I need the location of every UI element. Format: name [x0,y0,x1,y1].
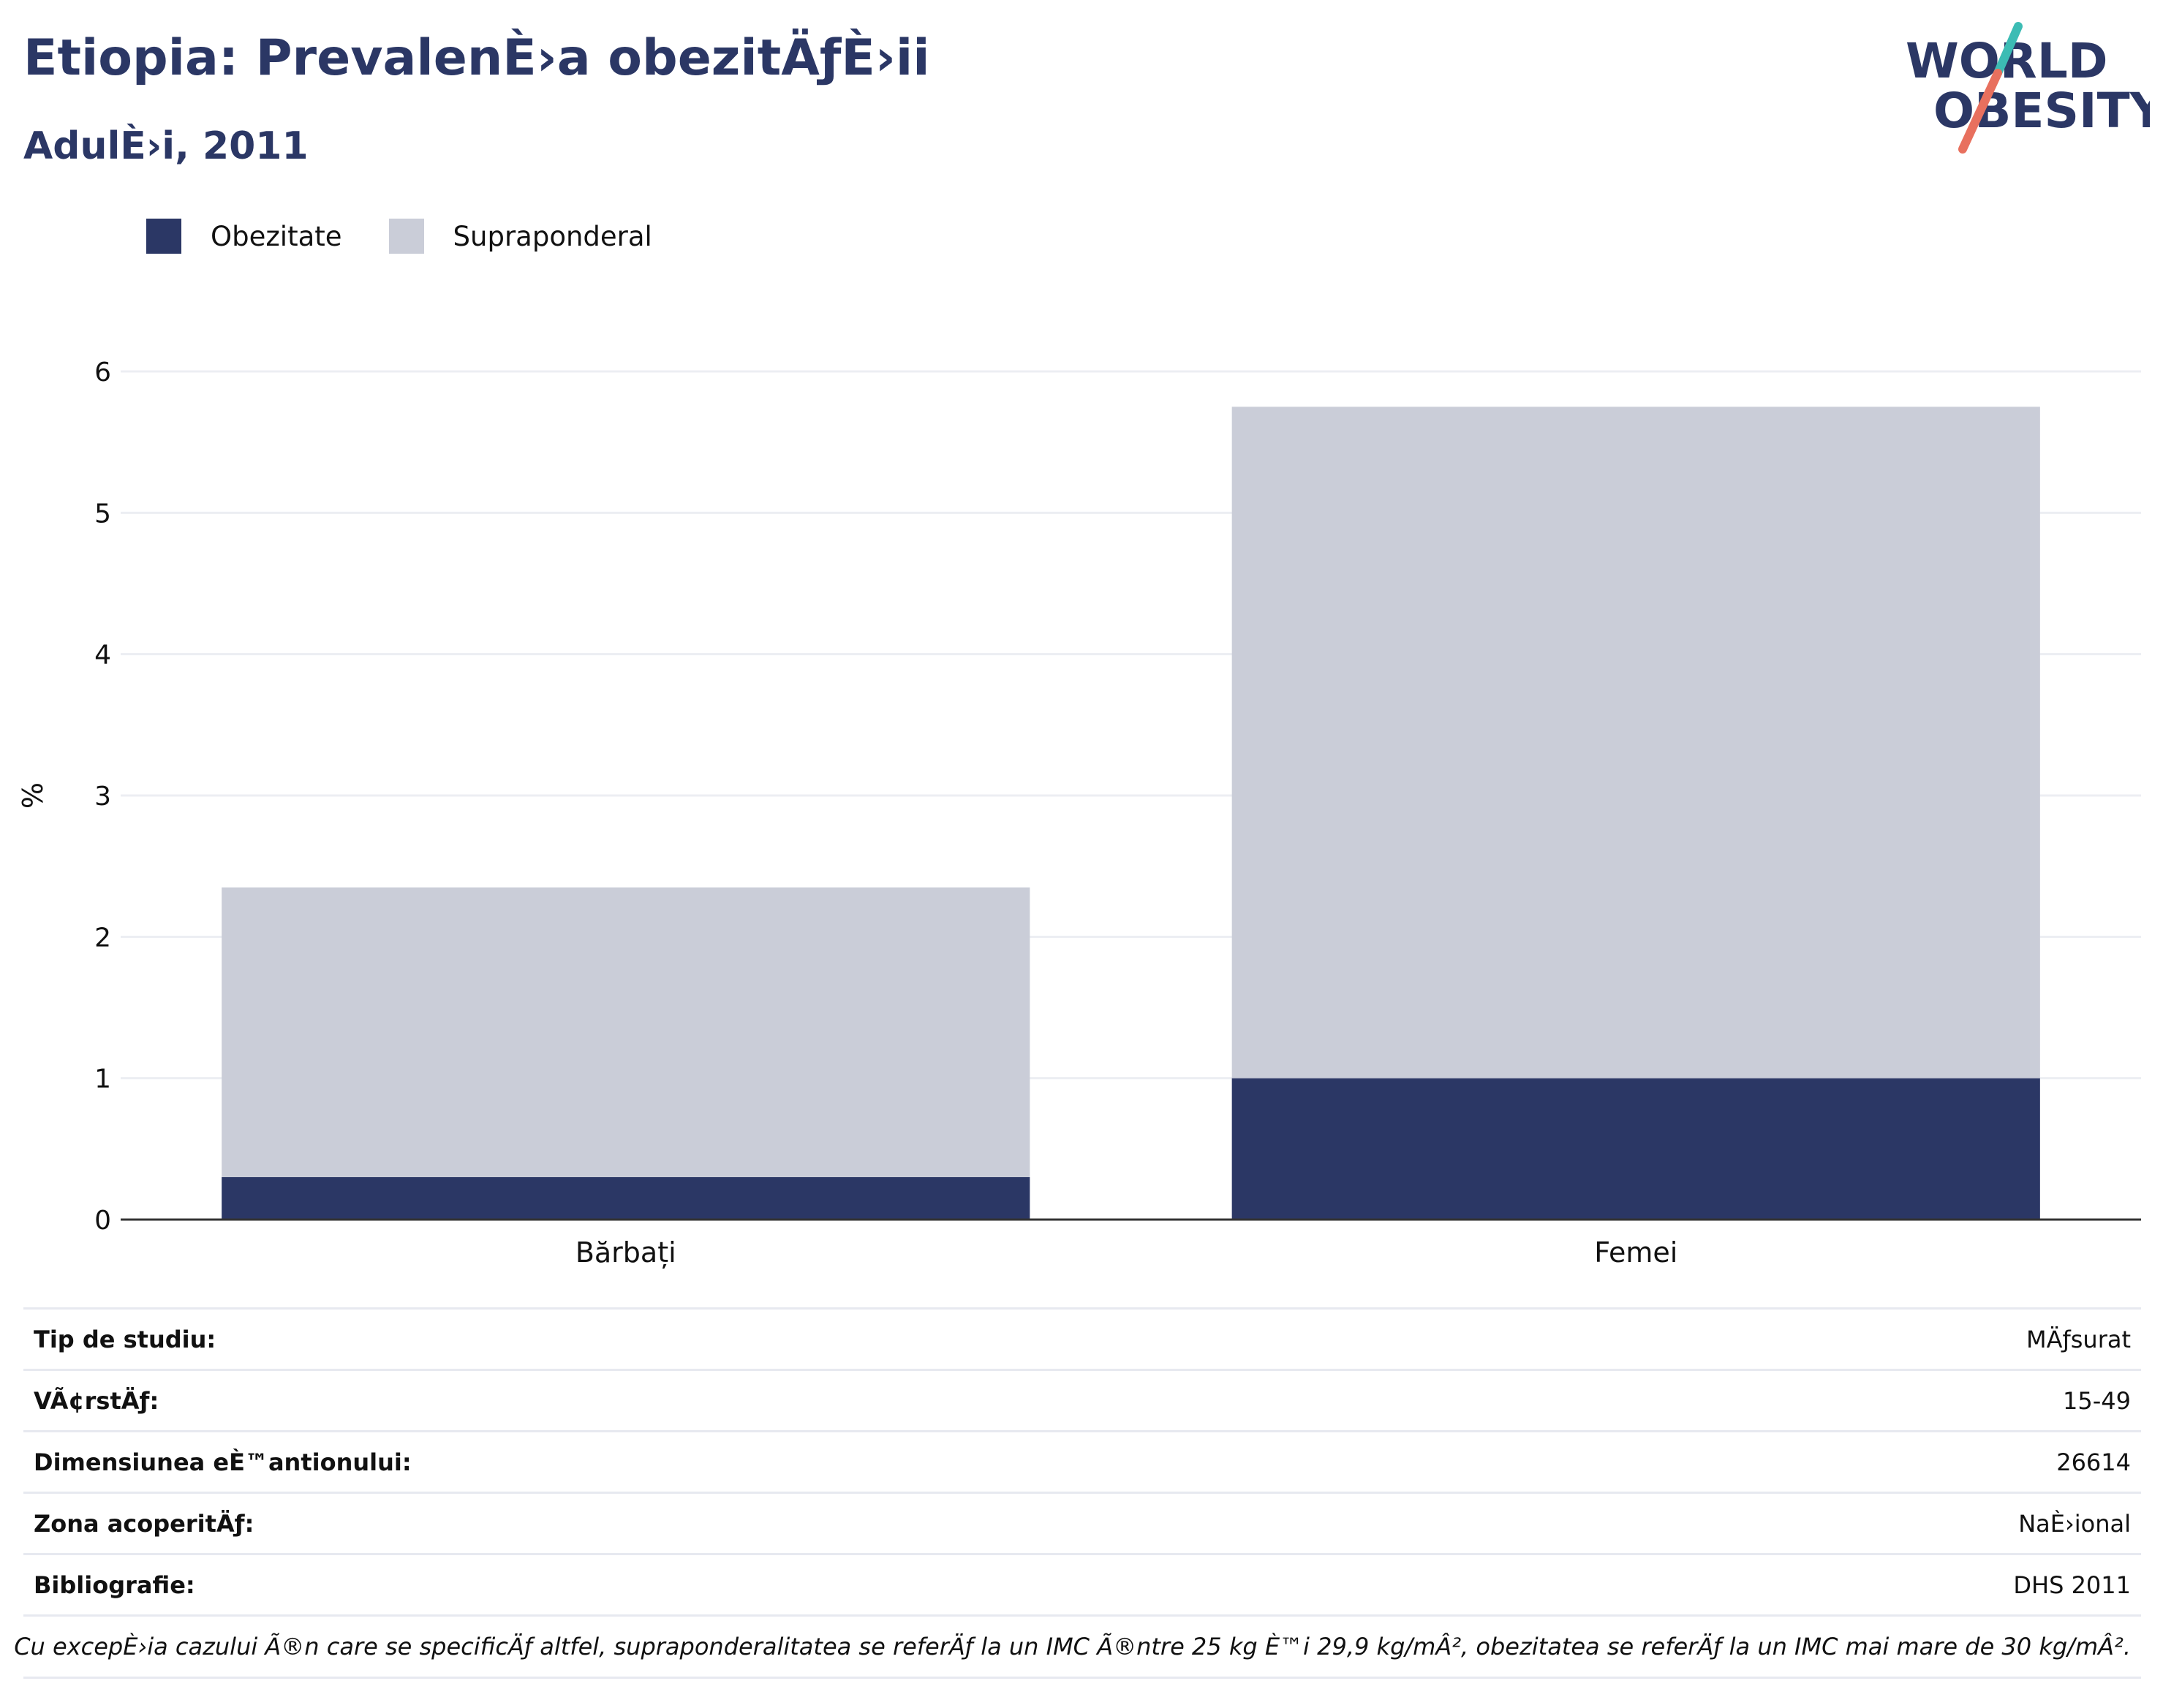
info-row-bibliography: Bibliografie: DHS 2011 [23,1553,2141,1614]
info-value: 26614 [2056,1448,2131,1476]
study-info-table: Tip de studiu: MÄƒsurat VÃ¢rstÄƒ: 15-49 … [14,1307,2141,1679]
bar-supraponderal-2 [1231,407,2040,1078]
bar-supraponderal-1 [222,887,1030,1177]
y-tick-label: 1 [94,1065,111,1095]
legend-label-obezitate: Obezitate [211,220,342,252]
info-row-sample-size: Dimensiunea eÈ™antionului: 26614 [23,1430,2141,1492]
y-tick-label: 0 [94,1206,111,1236]
info-row-coverage: Zona acoperitÄƒ: NaÈ›ional [23,1492,2141,1553]
legend-swatch-obezitate [146,219,181,254]
legend-item-obezitate[interactable]: Obezitate [146,219,342,254]
bar-obezitate-2 [1231,1078,2040,1220]
y-axis-label: % [17,782,49,809]
info-key: Bibliografie: [34,1571,195,1599]
info-value: NaÈ›ional [2018,1509,2131,1538]
chart-subtitle: AdulÈ›i, 2011 [23,124,309,168]
x-tick-label: Bărbați [575,1236,676,1269]
info-value: 15-49 [2063,1386,2131,1415]
definition-note: Cu excepÈ›ia cazului Ã®n care se specifi… [14,1614,2141,1679]
bar-obezitate-1 [222,1177,1030,1220]
info-row-age: VÃ¢rstÄƒ: 15-49 [23,1369,2141,1430]
chart-legend: Obezitate Supraponderal [146,218,699,254]
y-tick-label: 5 [94,499,111,529]
world-obesity-logo: WORLD OBESITY [1906,22,2150,154]
legend-label-supraponderal: Supraponderal [453,220,652,252]
logo-slash-coral [1958,69,2002,154]
info-key: Dimensiunea eÈ™antionului: [34,1448,412,1476]
info-value: DHS 2011 [2013,1571,2131,1599]
y-tick-label: 3 [94,782,111,812]
y-tick-label: 2 [94,923,111,953]
legend-item-supraponderal[interactable]: Supraponderal [388,219,652,254]
logo-slash-teal [1993,22,2023,78]
info-row-study-type: Tip de studiu: MÄƒsurat [23,1307,2141,1369]
y-tick-label: 6 [94,358,111,388]
logo-word-obesity: OBESITY [1933,83,2150,139]
info-key: Zona acoperitÄƒ: [34,1509,254,1538]
info-key: Tip de studiu: [34,1325,216,1353]
info-value: MÄƒsurat [2026,1325,2131,1353]
info-key: VÃ¢rstÄƒ: [34,1386,159,1415]
x-tick-label: Femei [1594,1236,1677,1269]
y-tick-label: 4 [94,640,111,670]
chart-title: Etiopia: PrevalenÈ›a obezitÄƒÈ›ii [23,29,930,87]
stacked-bar-chart: 0 1 2 3 4 5 6% Bărbați Femei [17,358,2141,1269]
legend-swatch-supraponderal [388,219,424,254]
